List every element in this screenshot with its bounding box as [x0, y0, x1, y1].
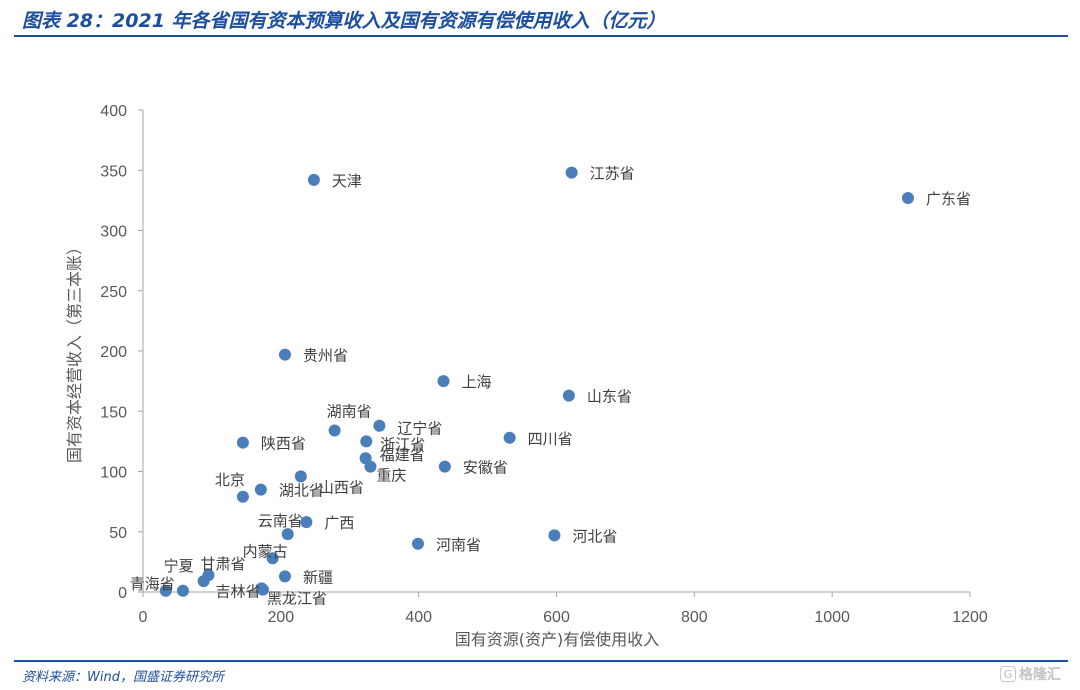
x-tick-label: 200: [267, 609, 294, 626]
y-tick-label: 150: [100, 404, 127, 421]
x-axis-label: 国有资源(资产)有偿使用收入: [455, 630, 660, 649]
point-label: 湖南省: [327, 403, 372, 421]
data-point: [565, 166, 578, 179]
point-label: 云南省: [258, 512, 303, 530]
point-label: 河南省: [436, 536, 481, 554]
data-point: [373, 419, 386, 432]
figure-title: 图表 28：2021 年各省国有资本预算收入及国有资源有偿使用收入（亿元）: [22, 10, 666, 32]
point-label: 上海: [461, 373, 491, 391]
y-tick-label: 400: [100, 103, 127, 120]
data-point: [503, 431, 516, 444]
y-tick-label: 350: [100, 163, 127, 180]
y-tick-label: 0: [118, 585, 127, 602]
data-point: [278, 348, 291, 361]
x-tick-label: 400: [405, 609, 432, 626]
g-logo-icon: G: [1000, 666, 1016, 682]
data-points: [159, 166, 914, 597]
data-point: [236, 490, 249, 503]
data-point: [901, 191, 914, 204]
x-tick-label: 800: [681, 609, 708, 626]
data-point: [197, 575, 210, 588]
bottom-rule: [14, 660, 1068, 662]
point-label: 辽宁省: [397, 420, 442, 438]
y-tick-label: 50: [109, 525, 127, 542]
y-tick-label: 300: [100, 224, 127, 241]
y-tick-label: 100: [100, 465, 127, 482]
point-label: 福建省: [380, 446, 425, 464]
data-point: [281, 528, 294, 541]
point-label: 新疆: [303, 568, 333, 586]
x-tick-label: 600: [543, 609, 570, 626]
data-point: [360, 435, 373, 448]
data-point: [300, 516, 313, 529]
point-label: 贵州省: [303, 347, 348, 365]
point-label: 河北省: [572, 527, 617, 545]
point-label: 黑龙江省: [267, 590, 327, 608]
scatter-chart: 0 200 400 600 800 1000 1200 0 50 100 150 200 250 300 3…: [65, 103, 988, 649]
data-point: [256, 583, 269, 596]
data-point: [294, 470, 307, 483]
data-point: [254, 483, 267, 496]
point-label: 四川省: [528, 430, 573, 448]
data-point: [562, 389, 575, 402]
point-label: 甘肃省: [200, 555, 245, 573]
source-note: 资料来源：Wind，国盛证券研究所: [22, 670, 224, 685]
data-point: [411, 537, 424, 550]
point-label: 北京: [215, 471, 245, 489]
point-label: 山东省: [587, 388, 632, 406]
data-point: [236, 436, 249, 449]
watermark-text: 格隆汇: [1019, 667, 1061, 683]
x-tick-label: 1000: [814, 609, 850, 626]
point-label: 青海省: [130, 575, 175, 593]
point-label: 广东省: [926, 190, 971, 208]
data-point: [438, 460, 451, 473]
y-axis-label: 国有资本经营收入（第三本账）: [65, 239, 84, 463]
point-label: 内蒙古: [243, 542, 288, 560]
y-tick-label: 200: [100, 344, 127, 361]
x-tick-label: 1200: [952, 609, 988, 626]
point-label: 安徽省: [463, 459, 508, 477]
axes: 0 200 400 600 800 1000 1200 0 50 100 150 200 250 300 3…: [100, 103, 988, 626]
point-label: 浙江省: [380, 435, 425, 453]
data-point: [159, 584, 172, 597]
data-point: [278, 570, 291, 583]
point-label: 湖北省: [279, 482, 324, 500]
point-label: 广西: [324, 514, 354, 532]
data-point: [364, 460, 377, 473]
data-point: [548, 529, 561, 542]
data-point: [328, 424, 341, 437]
watermark: G 格隆汇: [1000, 664, 1061, 684]
point-label: 重庆: [376, 467, 406, 485]
data-point: [176, 584, 189, 597]
point-label: 陕西省: [261, 435, 306, 453]
y-tick-label: 250: [100, 284, 127, 301]
point-label: 吉林省: [216, 582, 261, 600]
top-rule: [14, 35, 1068, 37]
data-point: [437, 375, 450, 388]
x-tick-label: 0: [139, 609, 148, 626]
point-label: 天津: [332, 172, 362, 190]
point-label: 山西省: [319, 478, 364, 496]
data-point: [307, 173, 320, 186]
point-label: 江苏省: [590, 165, 635, 183]
data-point: [266, 552, 279, 565]
point-label: 宁夏: [164, 557, 194, 575]
